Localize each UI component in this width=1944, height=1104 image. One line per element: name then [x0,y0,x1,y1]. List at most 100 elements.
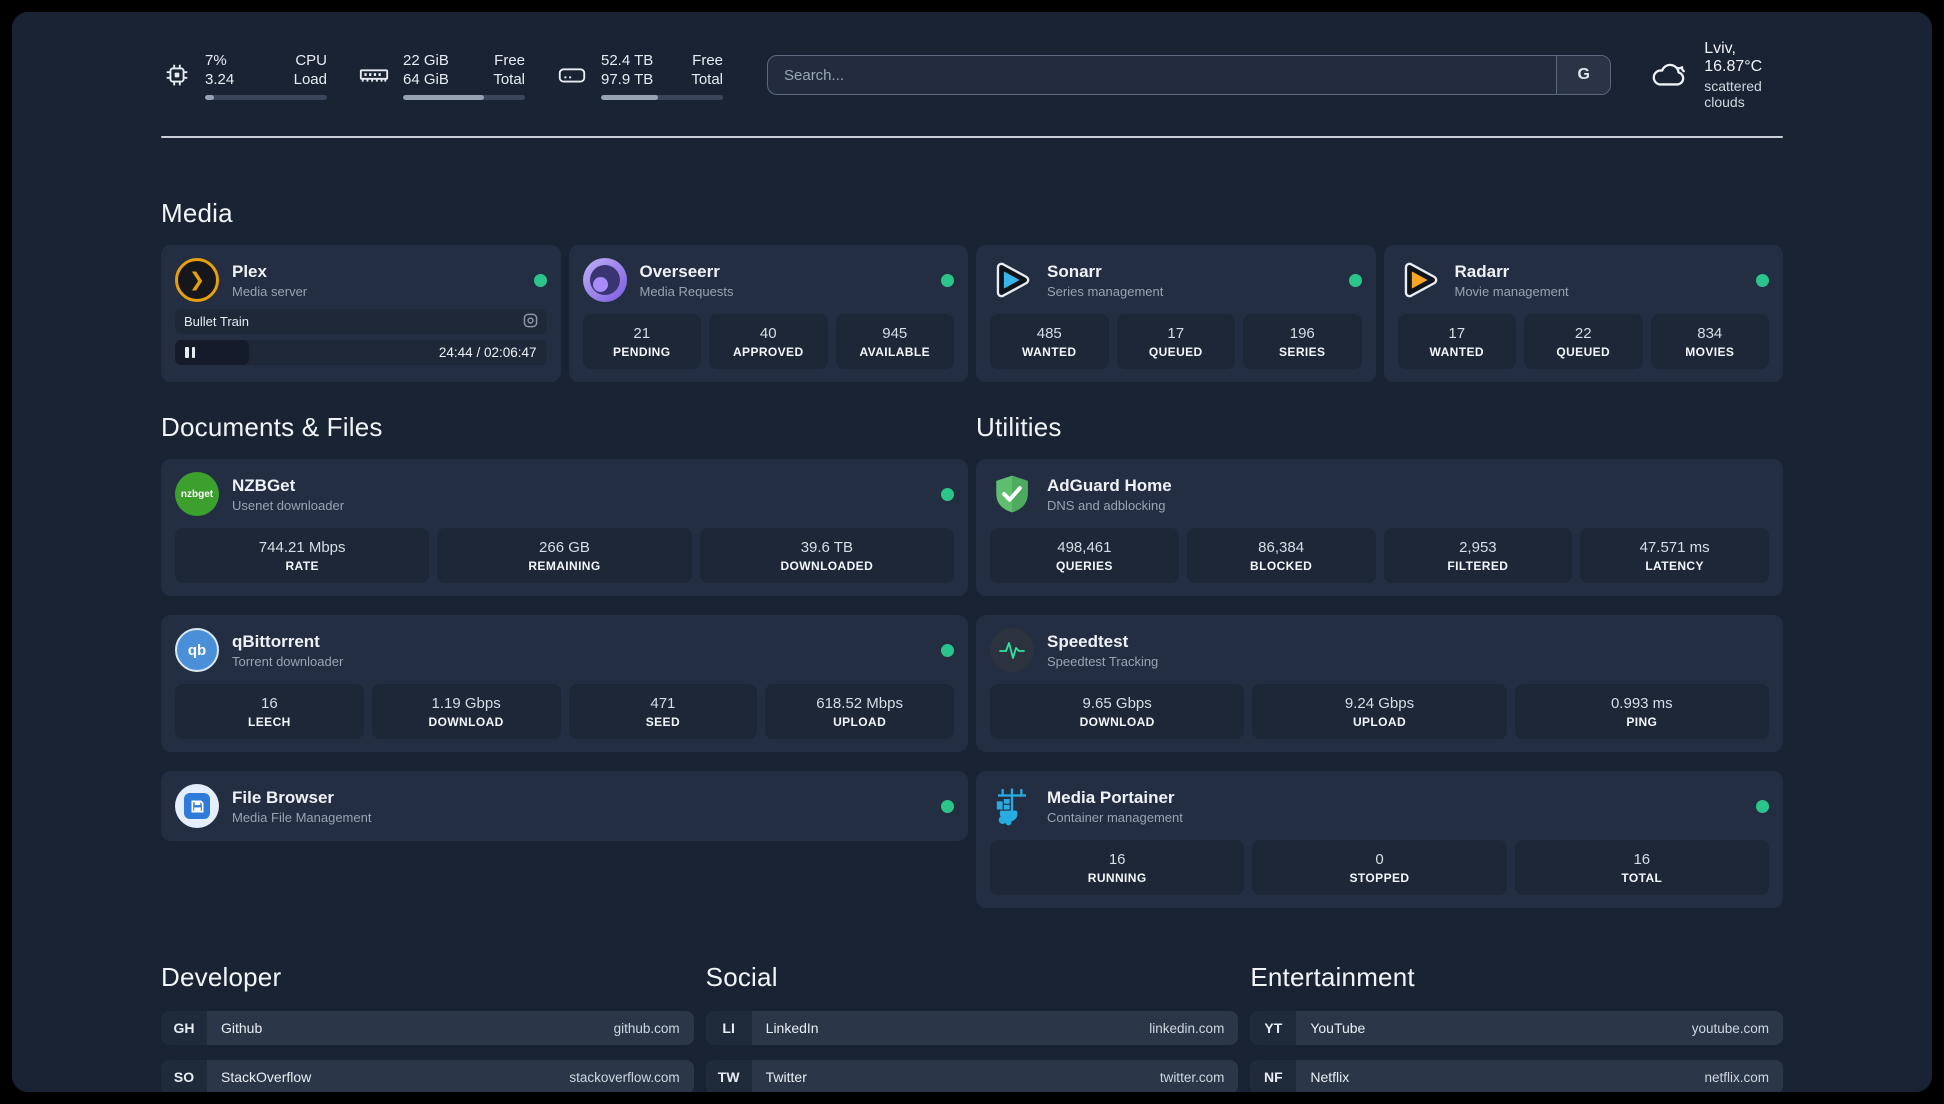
stat-box: 618.52 Mbps UPLOAD [765,684,954,739]
link-badge: TW [705,1060,752,1092]
disk-progress-bar [601,94,723,100]
cpu-load-value: 3.24 [205,71,235,88]
disk-total-value: 97.9 TB [601,71,654,88]
header-divider [161,136,1783,138]
status-online-dot [941,273,954,287]
section-title-documents: Documents & Files [161,412,383,442]
stat-box: 485 WANTED [990,314,1109,369]
plex-icon: ❯ [175,258,219,302]
cpu-stat: 7% 3.24 CPU Load [161,51,327,100]
memory-progress-bar [403,94,525,100]
app-card-portainer[interactable]: Media Portainer Container management 16 R… [976,771,1783,908]
stat-box: 16 RUNNING [990,840,1245,895]
stat-box: 1.19 Gbps DOWNLOAD [371,684,561,739]
link-name: LinkedIn [765,1020,819,1036]
disk-icon [555,59,589,91]
search-input[interactable] [768,56,1557,94]
link-url: netflix.com [1704,1069,1769,1085]
status-online-dot [941,643,954,657]
link-name: Twitter [765,1069,807,1085]
speedtest-icon [990,628,1034,672]
link-badge: SO [161,1060,207,1092]
link-section-entertainment: Entertainment YT YouTube youtube.com NF N… [1250,962,1783,1092]
app-card-overseerr[interactable]: Overseerr Media Requests 21 PENDING 40 APP… [568,245,968,382]
stat-box: 9.24 Gbps UPLOAD [1252,684,1507,739]
stat-box: 39.6 TB DOWNLOADED [699,528,954,583]
status-online-dot [1756,273,1769,287]
status-online-dot [533,273,547,287]
link-row-youtube[interactable]: YT YouTube youtube.com [1250,1011,1783,1045]
app-name: qBittorrent [232,631,320,651]
cpu-load-label: Load [293,71,327,88]
stat-box: 9.65 Gbps DOWNLOAD [990,684,1245,739]
status-online-dot [941,487,954,501]
link-name: StackOverflow [221,1069,312,1085]
link-section-developer: Developer GH Github github.com SO StackOv… [161,962,694,1092]
link-url: youtube.com [1691,1020,1769,1036]
link-row-stackoverflow[interactable]: SO StackOverflow stackoverflow.com [161,1060,694,1092]
search-engine-button[interactable]: G [1556,56,1611,94]
stat-box: 47.571 ms LATENCY [1580,528,1769,583]
link-badge: LI [705,1011,752,1045]
disk-free-value: 52.4 TB [601,51,654,69]
portainer-icon [990,784,1034,828]
link-row-linkedin[interactable]: LI LinkedIn linkedin.com [705,1011,1239,1045]
stat-box: 945 AVAILABLE [835,314,954,369]
now-playing-row: Bullet Train [175,309,547,334]
disk-free-label: Free [692,51,723,69]
app-description: Media server [232,283,308,299]
app-card-radarr[interactable]: Radarr Movie management 17 WANTED 22 QUEUE… [1383,245,1783,382]
app-card-speedtest[interactable]: Speedtest Speedtest Tracking 9.65 Gbps DO… [976,615,1783,752]
app-card-adguard[interactable]: AdGuard Home DNS and adblocking 498,461 Q… [976,459,1783,596]
link-row-netflix[interactable]: NF Netflix netflix.com [1250,1060,1783,1092]
link-row-github[interactable]: GH Github github.com [161,1011,694,1045]
top-bar: 7% 3.24 CPU Load [161,40,1783,110]
cloud-icon [1647,57,1691,93]
app-name: NZBGet [232,475,296,495]
section-title-media: Media [161,198,233,228]
qbittorrent-icon: qb [175,628,219,672]
stat-box: 0 STOPPED [1252,840,1507,895]
app-card-plex[interactable]: ❯ Plex Media server Bullet Train 24:44 [161,245,561,382]
memory-total-label: Total [493,71,525,88]
player-progress-bar[interactable]: 24:44 / 02:06:47 [175,340,547,365]
disk-stat: 52.4 TB 97.9 TB Free Total [555,51,723,100]
app-card-qbittorrent[interactable]: qb qBittorrent Torrent downloader 16 LEEC… [161,615,968,752]
memory-free-value: 22 GiB [403,51,449,69]
link-row-twitter[interactable]: TW Twitter twitter.com [705,1060,1239,1092]
link-badge: NF [1250,1060,1297,1092]
cpu-value: 7% [205,51,227,69]
app-card-sonarr[interactable]: Sonarr Series management 485 WANTED 17 QUE… [976,245,1376,382]
now-playing-title: Bullet Train [184,314,250,329]
stat-box: 834 MOVIES [1650,314,1769,369]
link-badge: YT [1250,1011,1297,1045]
app-card-nzbget[interactable]: nzbget NZBGet Usenet downloader 744.21 M… [161,459,968,596]
link-url: github.com [613,1020,680,1036]
disk-total-label: Total [691,71,723,88]
cpu-progress-bar [205,94,327,100]
link-section-social: Social LI LinkedIn linkedin.com TW Twitte… [705,962,1239,1092]
app-name: File Browser [232,787,335,807]
app-description: DNS and adblocking [1047,497,1166,513]
app-description: Series management [1047,283,1164,299]
app-description: Torrent downloader [232,653,344,669]
nzbget-icon: nzbget [175,472,219,516]
section-title-utilities: Utilities [976,412,1062,442]
cpu-label: CPU [295,51,327,69]
player-settings-icon[interactable] [523,313,538,331]
status-online-dot [941,799,954,813]
app-name: Overseerr [639,261,720,281]
radarr-icon [1398,258,1442,302]
status-online-dot [1756,799,1769,813]
link-name: Github [221,1020,263,1036]
ram-icon [357,59,391,91]
app-description: Media Requests [639,283,734,299]
stat-box: 21 PENDING [582,314,701,369]
app-name: Media Portainer [1047,787,1175,807]
stat-box: 17 QUEUED [1116,314,1235,369]
app-card-filebrowser[interactable]: File Browser Media File Management [161,771,968,841]
link-badge: GH [161,1011,207,1045]
app-description: Media File Management [232,809,372,825]
app-description: Movie management [1454,283,1569,299]
link-url: twitter.com [1159,1069,1225,1085]
